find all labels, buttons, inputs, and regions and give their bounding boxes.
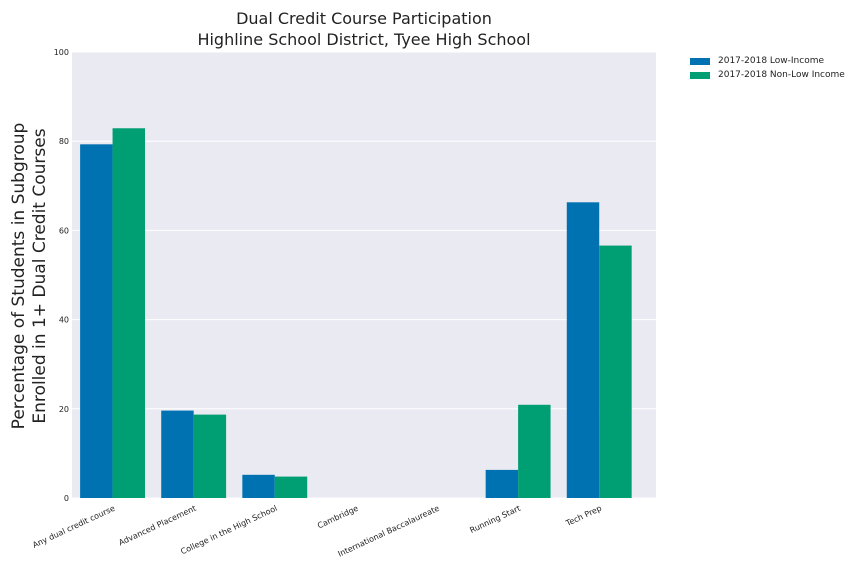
x-tick-label: Cambridge xyxy=(316,504,360,531)
y-tick-label: 0 xyxy=(64,494,69,503)
bar-series0-0 xyxy=(80,144,113,498)
chart-title: Dual Credit Course Participation xyxy=(236,9,492,28)
legend: 2017-2018 Low-Income 2017-2018 Non-Low I… xyxy=(690,54,845,82)
bar-series1-1 xyxy=(193,414,227,498)
legend-swatch-non-low-income xyxy=(690,71,710,79)
bar-series1-0 xyxy=(112,128,145,499)
y-tick-label: 100 xyxy=(54,48,69,57)
legend-item-non-low-income: 2017-2018 Non-Low Income xyxy=(690,68,845,82)
x-tick-label: Tech Prep xyxy=(564,504,603,529)
x-tick-labels: Any dual credit course Advanced Placement… xyxy=(31,504,603,559)
bars xyxy=(80,128,632,499)
legend-label-non-low-income: 2017-2018 Non-Low Income xyxy=(718,70,845,80)
legend-label-low-income: 2017-2018 Low-Income xyxy=(718,56,825,66)
bar-series1-5 xyxy=(518,404,551,498)
y-axis-label-line1: Percentage of Students in Subgroup xyxy=(9,123,29,430)
chart-subtitle: Highline School District, Tyee High Scho… xyxy=(197,30,531,49)
x-tick-label: Advanced Placement xyxy=(117,504,197,548)
bar-series1-6 xyxy=(599,245,632,498)
legend-swatch-low-income xyxy=(690,57,710,65)
bar-series1-2 xyxy=(274,476,308,498)
x-tick-label: Running Start xyxy=(468,504,522,535)
x-tick-label: Any dual credit course xyxy=(31,504,116,550)
bar-series0-2 xyxy=(242,474,275,498)
bar-series0-5 xyxy=(485,469,519,498)
y-tick-labels: 0 20 40 60 80 100 xyxy=(54,48,69,503)
y-tick-label: 80 xyxy=(59,137,69,146)
legend-item-low-income: 2017-2018 Low-Income xyxy=(690,54,845,68)
y-tick-label: 60 xyxy=(59,226,69,235)
bar-series0-6 xyxy=(566,202,600,498)
y-axis-label-line2: Enrolled in 1+ Dual Credit Courses xyxy=(30,128,50,423)
bar-series0-1 xyxy=(161,410,194,498)
y-tick-label: 20 xyxy=(59,405,69,414)
y-tick-label: 40 xyxy=(59,316,69,325)
